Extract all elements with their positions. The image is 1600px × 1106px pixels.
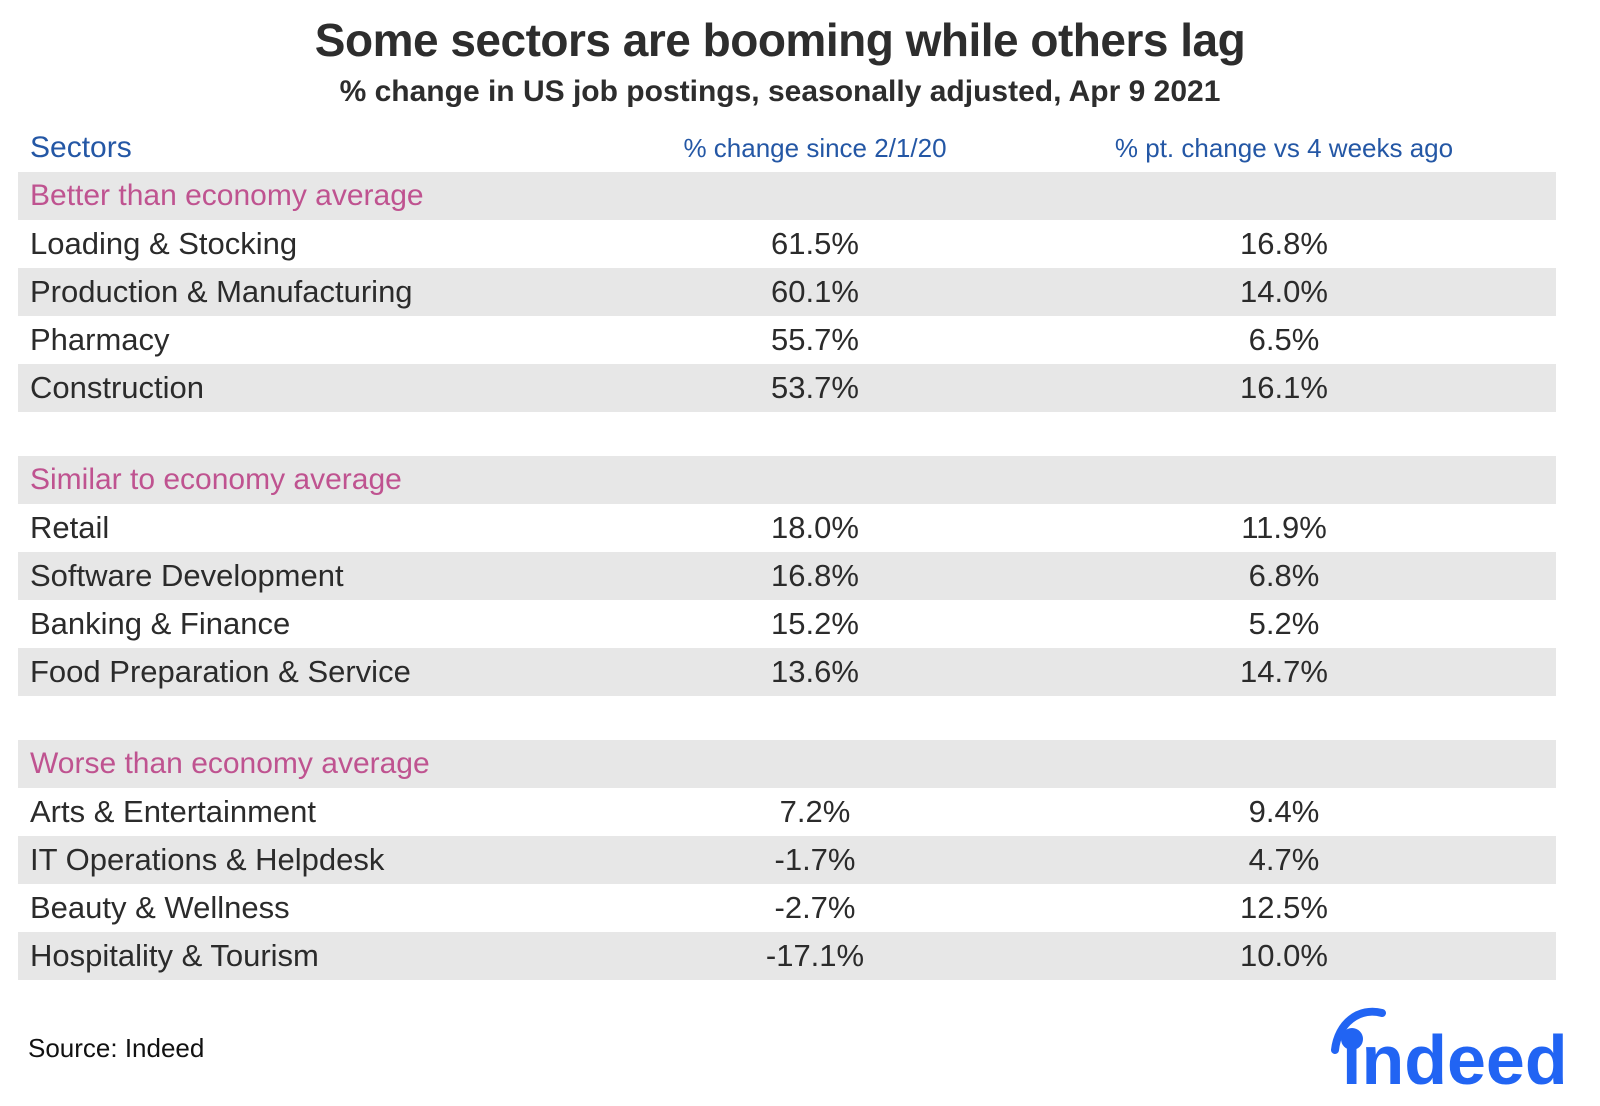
table-row: Production & Manufacturing 60.1% 14.0% <box>18 268 1556 317</box>
sector-name: Banking & Finance <box>30 606 291 642</box>
pt-change-value: 12.5% <box>1240 890 1328 926</box>
footer: Source: Indeed indeed <box>0 998 1600 1098</box>
column-header-pt-change: % pt. change vs 4 weeks ago <box>1114 132 1454 163</box>
pt-change-value: 10.0% <box>1240 938 1328 974</box>
sector-name: Loading & Stocking <box>30 226 298 262</box>
table-row: Loading & Stocking 61.5% 16.8% <box>18 220 1556 268</box>
change-since-value: 55.7% <box>771 322 859 358</box>
change-since-value: 7.2% <box>779 794 851 830</box>
change-since-value: 16.8% <box>771 558 859 594</box>
source-note: Source: Indeed <box>28 1032 205 1063</box>
sector-name: Production & Manufacturing <box>30 274 413 310</box>
section-header: Similar to economy average <box>18 456 1556 505</box>
pt-change-value: 14.7% <box>1240 654 1328 690</box>
change-since-value: 61.5% <box>771 226 859 262</box>
sector-name: Food Preparation & Service <box>30 654 411 690</box>
sector-name: Beauty & Wellness <box>30 890 290 926</box>
pt-change-value: 6.8% <box>1248 558 1320 594</box>
indeed-logo: indeed <box>1330 998 1566 1098</box>
table-body: Better than economy average Loading & Sto… <box>18 172 1556 981</box>
sector-name: Retail <box>30 510 110 546</box>
table-header-row: Sectors % change since 2/1/20 % pt. chan… <box>18 124 1556 172</box>
change-since-value: 13.6% <box>771 654 859 690</box>
column-header-sectors: Sectors <box>30 131 132 165</box>
sector-name: Arts & Entertainment <box>30 794 317 830</box>
sector-name: Hospitality & Tourism <box>30 938 319 974</box>
sector-name: Pharmacy <box>30 322 170 358</box>
table-row: Banking & Finance 15.2% 5.2% <box>18 600 1556 648</box>
sector-name: Construction <box>30 370 205 406</box>
sector-name: IT Operations & Helpdesk <box>30 842 385 878</box>
chart-subtitle: % change in US job postings, seasonally … <box>339 75 1221 109</box>
table-row: Hospitality & Tourism -17.1% 10.0% <box>18 932 1556 981</box>
section-gap <box>18 412 1556 456</box>
section-header: Better than economy average <box>18 172 1556 221</box>
pt-change-value: 16.1% <box>1240 370 1328 406</box>
chart-page: Some sectors are booming while others la… <box>0 12 1600 1106</box>
change-since-value: -1.7% <box>774 842 856 878</box>
change-since-value: -2.7% <box>774 890 856 926</box>
change-since-value: 60.1% <box>771 274 859 310</box>
change-since-value: 53.7% <box>771 370 859 406</box>
pt-change-value: 11.9% <box>1241 510 1327 546</box>
column-header-change-since: % change since 2/1/20 <box>683 132 947 163</box>
logo-swoosh-arc <box>1331 1007 1386 1055</box>
pt-change-value: 4.7% <box>1248 842 1320 878</box>
section-header: Worse than economy average <box>18 740 1556 789</box>
section-gap <box>18 696 1556 740</box>
pt-change-value: 9.4% <box>1248 794 1320 830</box>
table-row: IT Operations & Helpdesk -1.7% 4.7% <box>18 836 1556 885</box>
logo-i-dot <box>1341 1028 1363 1051</box>
sector-name: Software Development <box>30 558 344 594</box>
table-row: Arts & Entertainment 7.2% 9.4% <box>18 788 1556 836</box>
table-row: Software Development 16.8% 6.8% <box>18 552 1556 601</box>
table-row: Construction 53.7% 16.1% <box>18 364 1556 413</box>
change-since-value: 18.0% <box>771 510 859 546</box>
logo-wordmark-text: indeed <box>1342 1021 1566 1098</box>
pt-change-value: 14.0% <box>1240 274 1328 310</box>
table-row: Food Preparation & Service 13.6% 14.7% <box>18 648 1556 697</box>
pt-change-value: 16.8% <box>1240 226 1328 262</box>
pt-change-value: 6.5% <box>1248 322 1320 358</box>
table-row: Beauty & Wellness -2.7% 12.5% <box>18 884 1556 932</box>
chart-title: Some sectors are booming while others la… <box>314 14 1246 66</box>
table-row: Pharmacy 55.7% 6.5% <box>18 316 1556 364</box>
pt-change-value: 5.2% <box>1248 606 1320 642</box>
change-since-value: -17.1% <box>765 938 865 974</box>
change-since-value: 15.2% <box>771 606 859 642</box>
sector-table: Sectors % change since 2/1/20 % pt. chan… <box>18 124 1556 981</box>
table-row: Retail 18.0% 11.9% <box>18 504 1556 552</box>
